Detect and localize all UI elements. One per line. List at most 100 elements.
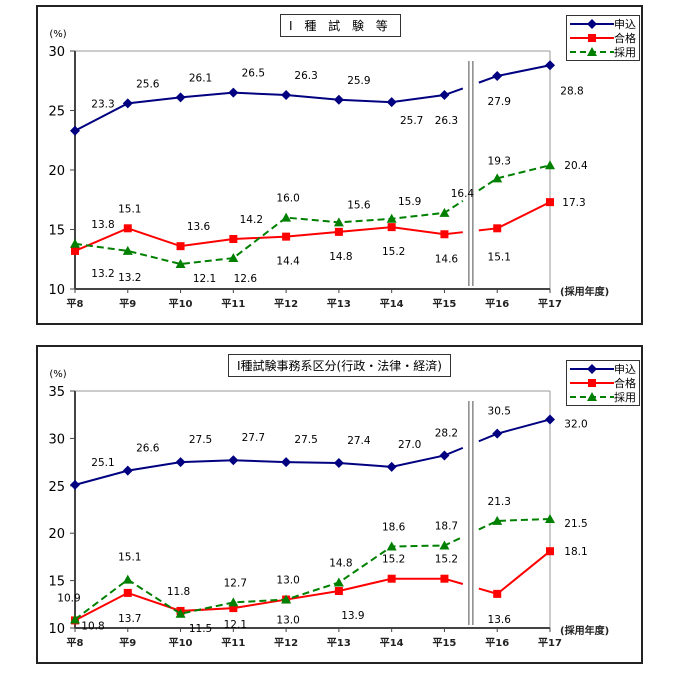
- legend-marker: [587, 47, 597, 56]
- series-採用: 10.9 15.1 11.5 12.7 13.0 14.8 18.6 18.7 21.3 21.5: [57, 496, 587, 635]
- data-label: 13.8: [91, 219, 114, 231]
- x-tick-label: 平10: [169, 298, 193, 310]
- data-point: [387, 574, 396, 583]
- data-point: [545, 414, 555, 425]
- data-label: 16.4: [451, 188, 475, 200]
- x-tick-label: 平15: [432, 298, 456, 310]
- series-line-before-break: [74, 446, 464, 486]
- data-point: [440, 574, 449, 583]
- data-label: 32.0: [564, 418, 587, 430]
- data-label: 26.5: [242, 68, 265, 80]
- legend-label: 申込: [614, 363, 636, 376]
- data-point: [70, 614, 80, 624]
- data-label: 23.3: [91, 99, 114, 111]
- chart-1-legend: 申込 合格 採用: [566, 15, 640, 61]
- data-point: [176, 242, 185, 251]
- x-axis-label: (採用年度): [560, 624, 609, 637]
- data-point: [281, 212, 292, 222]
- data-point: [229, 235, 238, 244]
- chart-2-legend: 申込 合格 採用: [566, 360, 640, 406]
- data-label: 12.1: [224, 619, 247, 631]
- data-point: [546, 198, 554, 207]
- data-point: [122, 245, 133, 255]
- y-axis-unit-label: (%): [49, 369, 66, 380]
- data-label: 14.8: [329, 557, 352, 569]
- data-label: 11.5: [189, 623, 212, 635]
- legend-label: 申込: [614, 18, 636, 31]
- data-point: [545, 60, 555, 71]
- data-label: 13.9: [341, 610, 364, 622]
- data-label: 13.0: [276, 615, 299, 627]
- x-tick-label: 平8: [67, 298, 84, 310]
- data-point: [493, 224, 502, 233]
- data-label: 26.1: [189, 72, 212, 84]
- legend-label: 採用: [614, 391, 636, 404]
- series-line-after-break: [478, 164, 551, 192]
- data-label: 13.6: [187, 221, 211, 233]
- data-label: 27.5: [189, 434, 212, 446]
- data-label: 14.4: [276, 256, 300, 268]
- data-label: 14.8: [329, 251, 352, 263]
- data-point: [70, 125, 80, 136]
- data-point: [229, 604, 238, 613]
- y-tick-label: 10: [48, 622, 65, 637]
- data-label: 15.2: [435, 554, 458, 566]
- data-label: 15.1: [488, 251, 511, 263]
- data-point: [439, 90, 450, 101]
- data-label: 25.6: [136, 78, 160, 90]
- data-label: 13.7: [118, 613, 141, 625]
- x-tick-label: 平11: [221, 298, 245, 310]
- legend-swatch: [570, 34, 614, 42]
- x-tick-label: 平14: [380, 637, 404, 649]
- data-label: 19.3: [488, 155, 511, 167]
- data-label: 26.3: [294, 70, 317, 82]
- legend-marker: [587, 19, 597, 29]
- data-point: [440, 230, 449, 239]
- data-label: 10.9: [57, 592, 80, 604]
- data-label: 27.4: [347, 435, 371, 447]
- data-point: [334, 587, 343, 596]
- data-label: 26.3: [435, 115, 458, 127]
- y-tick-label: 20: [48, 164, 65, 179]
- data-label: 18.1: [564, 546, 587, 558]
- x-tick-label: 平14: [380, 298, 404, 310]
- data-point: [386, 541, 397, 551]
- data-point: [281, 90, 292, 101]
- x-tick-label: 平12: [274, 298, 298, 310]
- data-label: 17.3: [562, 197, 585, 209]
- data-point: [492, 70, 503, 81]
- chart-2-title: Ⅰ種試験事務系区分(行政・法律・経済): [228, 354, 451, 377]
- series-合格: 13.2 15.1 13.6 14.2 14.4 14.8 15.2 14.6 15.1 17.3: [71, 197, 586, 280]
- data-label: 18.6: [382, 521, 406, 533]
- y-tick-label: 25: [48, 105, 65, 120]
- data-point: [228, 597, 239, 607]
- chart-1-svg: 10 15 20 25 30 (%) 平8 平9 平10 平11 平12 平13 平14 平15 平16 平1…: [48, 29, 609, 310]
- legend-label: 採用: [614, 46, 636, 59]
- data-point: [492, 428, 503, 439]
- series-line-after-break: [478, 550, 551, 595]
- x-tick-label: 平10: [169, 637, 193, 649]
- data-point: [281, 594, 292, 604]
- legend-swatch: [570, 47, 614, 56]
- legend-swatch: [570, 19, 614, 29]
- series-line-before-break: [74, 199, 464, 266]
- y-tick-label: 25: [48, 480, 65, 495]
- series-line-after-break: [478, 201, 551, 232]
- data-label: 15.1: [118, 203, 141, 215]
- data-point: [228, 87, 239, 98]
- data-label: 12.1: [193, 273, 216, 285]
- data-label: 10.8: [81, 620, 104, 632]
- data-label: 21.5: [564, 518, 587, 530]
- y-tick-label: 15: [48, 575, 65, 590]
- y-tick-label: 30: [48, 45, 65, 60]
- x-tick-label: 平9: [119, 298, 136, 310]
- data-label: 26.6: [136, 443, 160, 455]
- data-point: [228, 253, 239, 263]
- data-label: 12.6: [234, 273, 258, 285]
- data-label: 25.9: [347, 75, 370, 87]
- data-point: [493, 589, 502, 598]
- data-label: 21.3: [488, 496, 511, 508]
- data-point: [545, 513, 555, 523]
- y-tick-label: 15: [48, 224, 65, 239]
- chart-2-svg: 10 15 20 25 30 35 (%) 平8 平9 平10 平11 平12 平13 平14 平15 平16…: [48, 369, 609, 649]
